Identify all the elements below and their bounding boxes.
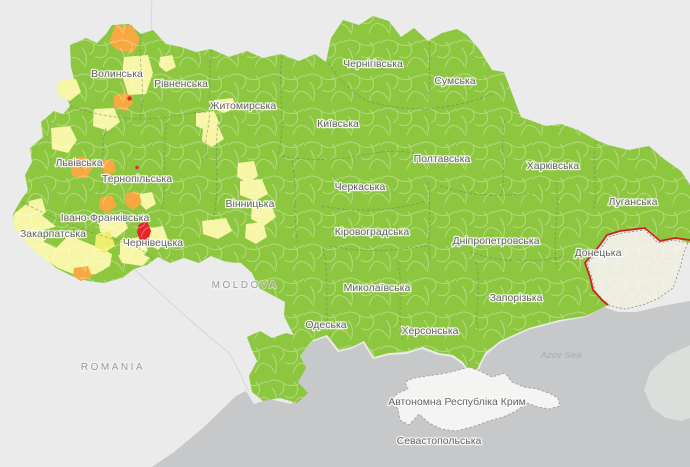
contact-line (584, 227, 690, 306)
donetska-label: Донецька (575, 247, 622, 259)
sevastopolska-label: Севастопольська (397, 435, 482, 447)
zakarpatska-label: Закарпатська (20, 228, 86, 240)
crimea-area[interactable] (390, 366, 561, 432)
dnipropetrovska-label: Дніпропетровська (452, 235, 539, 247)
krym-label: Автономна Республіка Крим (388, 396, 526, 408)
mykolaivska-label: Миколаївська (344, 282, 411, 294)
cherkaska-label: Черкаська (335, 181, 386, 193)
oblast-borders (21, 33, 597, 341)
country-border-line-sw (133, 268, 250, 393)
vinnytska-label: Вінницька (226, 198, 275, 210)
poltavska-label: Полтавська (414, 153, 471, 165)
azov-sea-label: Azov Sea (540, 350, 582, 361)
zaporizka-label: Запорізька (490, 292, 543, 304)
chernivetska-label: Чернівецька (123, 237, 183, 249)
volynska-label: Волинська (91, 68, 143, 80)
romania-label: ROMANIA (81, 362, 145, 373)
luhanska-label: Луганська (609, 196, 658, 208)
kirovohradska-label: Кіровоградська (335, 226, 410, 238)
zhytomyrska-label: Житомирська (210, 100, 277, 112)
ternopilska-label: Тернопільська (102, 173, 172, 185)
rivnenska-label: Рівненська (154, 78, 208, 90)
lvivska-label: Львівська (55, 157, 102, 169)
sumska-label: Сумська (434, 75, 475, 87)
taman-peninsula (644, 345, 690, 421)
chernihivska-label: Чернігівська (343, 58, 403, 70)
ivano-frankivska-label: Івано-Франківська (61, 212, 150, 224)
odeska-label: Одеська (305, 319, 346, 331)
khersonska-label: Херсонська (401, 325, 458, 337)
kharkivska-label: Харківська (527, 160, 580, 172)
kyivska-label: Київська (317, 118, 359, 130)
moldova-label: MOLDOVA (212, 280, 279, 291)
